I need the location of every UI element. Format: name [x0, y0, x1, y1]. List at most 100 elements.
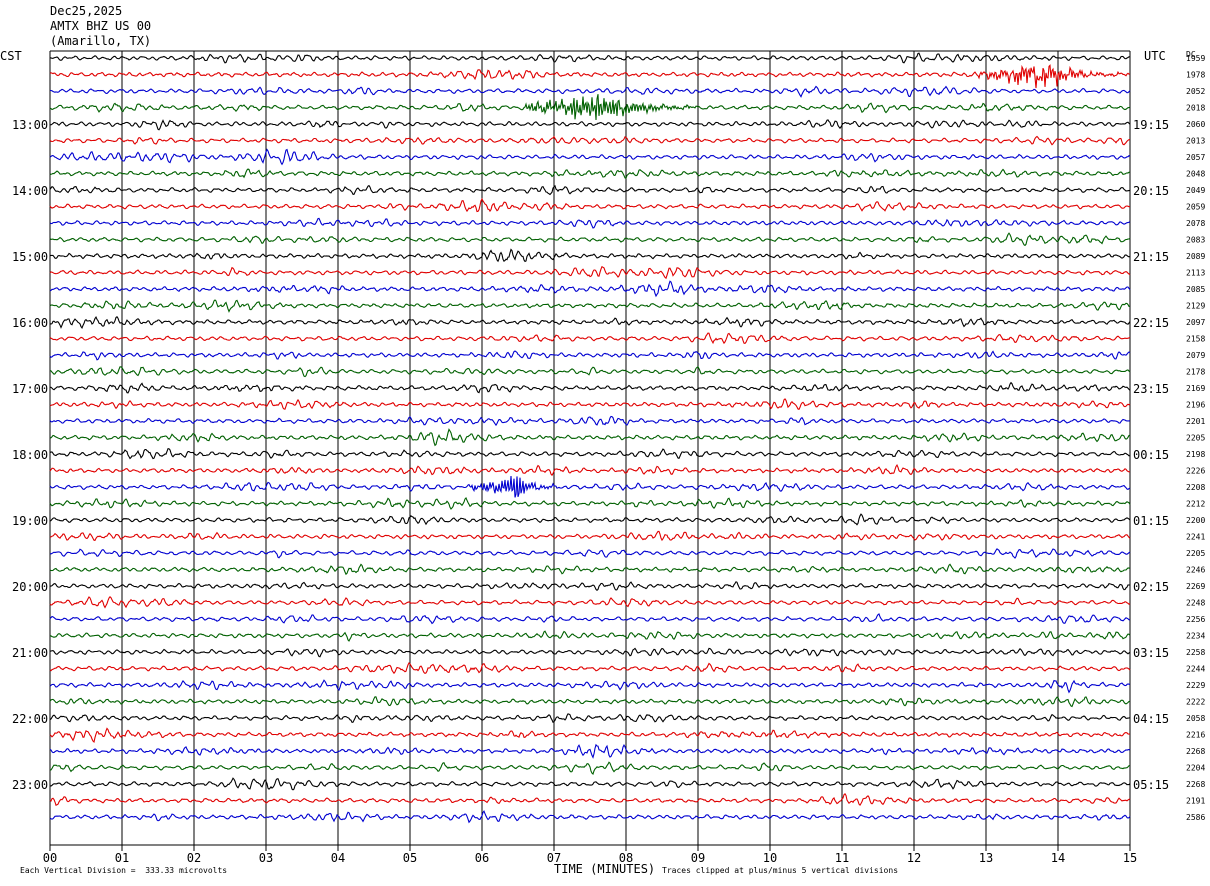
left-hour-label: 21:00: [12, 646, 48, 660]
x-tick-label: 01: [115, 851, 129, 865]
left-hour-label: 18:00: [12, 448, 48, 462]
header-station: AMTX BHZ US 00: [50, 19, 152, 33]
trace-row-39: [49, 696, 1131, 708]
trace-row-1: [49, 64, 1131, 89]
left-hour-label: 22:00: [12, 712, 48, 726]
trace-row-23: [49, 428, 1131, 447]
dc-offset-label: 2241: [1186, 533, 1205, 542]
dc-offset-label: 2129: [1186, 302, 1205, 311]
clip-note: Traces clipped at plus/minus 5 vertical …: [662, 866, 899, 875]
dc-offset-label: 2234: [1186, 632, 1205, 641]
header-location: (Amarillo, TX): [50, 34, 152, 48]
x-tick-label: 10: [763, 851, 777, 865]
trace-row-15: [49, 299, 1131, 313]
x-tick-label: 07: [547, 851, 561, 865]
x-tick-label: 12: [907, 851, 921, 865]
trace-row-8: [49, 184, 1131, 196]
right-hour-label: 04:15: [1133, 712, 1169, 726]
trace-row-35: [49, 630, 1131, 642]
x-tick-label: 08: [619, 851, 633, 865]
trace-row-0: [49, 52, 1130, 64]
dc-offset-label: 2169: [1186, 384, 1205, 393]
dc-offset-label: 1959: [1186, 54, 1205, 63]
right-hour-label: 19:15: [1133, 118, 1169, 132]
left-hour-label: 13:00: [12, 118, 48, 132]
left-hour-label: 19:00: [12, 514, 48, 528]
left-hour-label: 20:00: [12, 580, 48, 594]
dc-offset-label: 2229: [1186, 681, 1205, 690]
trace-row-21: [49, 398, 1131, 410]
header-date: Dec25,2025: [50, 4, 123, 18]
trace-row-26: [49, 475, 1131, 498]
dc-offset-label: 2158: [1186, 335, 1205, 344]
trace-row-11: [49, 232, 1131, 247]
trace-row-38: [49, 679, 1131, 694]
dc-offset-label: 2268: [1186, 747, 1205, 756]
trace-row-44: [49, 777, 1131, 791]
right-hour-label: 21:15: [1133, 250, 1169, 264]
trace-row-6: [49, 148, 1131, 166]
dc-offset-label: 2048: [1186, 170, 1205, 179]
trace-row-13: [49, 265, 1131, 280]
trace-row-41: [49, 727, 1131, 744]
x-tick-label: 09: [691, 851, 705, 865]
dc-offset-label: 2196: [1186, 401, 1205, 410]
dc-offset-label: 2212: [1186, 500, 1205, 509]
left-hour-label: 15:00: [12, 250, 48, 264]
trace-row-30: [49, 548, 1131, 559]
dc-offset-label: 2049: [1186, 186, 1205, 195]
dc-offset-label: 2057: [1186, 153, 1205, 162]
left-timezone-label: CST: [0, 49, 22, 63]
dc-offset-label: 2222: [1186, 698, 1205, 707]
dc-offset-label: 2083: [1186, 236, 1205, 245]
dc-column-label: DC: [1186, 50, 1196, 59]
dc-offset-label: 2052: [1186, 87, 1205, 96]
dc-offset-label: 2586: [1186, 813, 1205, 822]
trace-row-42: [49, 743, 1131, 759]
trace-row-27: [49, 497, 1131, 510]
x-tick-label: 04: [331, 851, 345, 865]
right-hour-label: 05:15: [1133, 778, 1169, 792]
dc-offset-label: 2191: [1186, 797, 1205, 806]
dc-offset-label: 2018: [1186, 104, 1205, 113]
x-axis-title: TIME (MINUTES): [554, 862, 656, 876]
right-hour-label: 01:15: [1133, 514, 1169, 528]
right-timezone-label: UTC: [1144, 49, 1166, 63]
dc-offset-label: 2097: [1186, 318, 1205, 327]
x-tick-label: 00: [43, 851, 57, 865]
trace-row-4: [50, 119, 1131, 131]
x-tick-label: 06: [475, 851, 489, 865]
dc-offset-label: 2268: [1186, 780, 1205, 789]
trace-row-20: [50, 381, 1131, 394]
dc-offset-label: 2198: [1186, 450, 1205, 459]
trace-row-5: [49, 135, 1131, 146]
x-tick-label: 15: [1123, 851, 1137, 865]
trace-row-28: [49, 513, 1131, 526]
dc-offset-label: 2201: [1186, 417, 1205, 426]
trace-row-36: [49, 647, 1131, 658]
trace-row-29: [49, 530, 1131, 542]
dc-offset-label: 2204: [1186, 764, 1205, 773]
x-tick-label: 03: [259, 851, 273, 865]
dc-offset-label: 2060: [1186, 120, 1205, 129]
dc-offset-label: 2205: [1186, 434, 1205, 443]
dc-offset-label: 2205: [1186, 549, 1205, 558]
trace-row-17: [49, 332, 1131, 345]
scale-note: Each Vertical Division = 333.33 microvol…: [20, 866, 228, 875]
dc-offset-label: 2246: [1186, 566, 1205, 575]
dc-offset-label: 2059: [1186, 203, 1205, 212]
dc-offset-label: 2208: [1186, 483, 1205, 492]
trace-row-45: [49, 792, 1131, 806]
dc-offset-label: 2226: [1186, 467, 1205, 476]
trace-row-3: [49, 94, 1131, 121]
left-hour-label: 23:00: [12, 778, 48, 792]
left-hour-label: 14:00: [12, 184, 48, 198]
dc-offset-label: 2248: [1186, 599, 1205, 608]
dc-offset-label: 2256: [1186, 615, 1205, 624]
dc-offset-label: 2200: [1186, 516, 1205, 525]
trace-row-33: [49, 596, 1131, 609]
trace-row-19: [49, 366, 1131, 378]
right-hour-label: 22:15: [1133, 316, 1169, 330]
right-hour-label: 02:15: [1133, 580, 1169, 594]
